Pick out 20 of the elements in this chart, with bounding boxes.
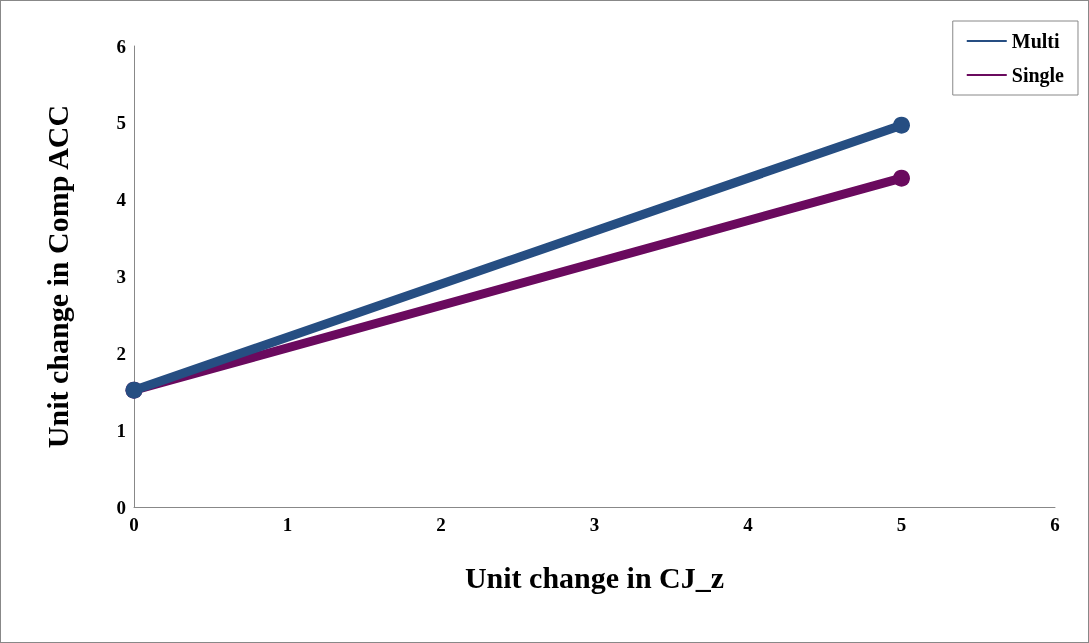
y-tick-label: 5 — [116, 112, 126, 134]
point — [893, 169, 910, 187]
x-tick-label: 3 — [589, 514, 600, 535]
x-tick-label: 5 — [896, 514, 907, 535]
y-tick-label: 4 — [116, 189, 127, 211]
x-tick-label: 1 — [282, 514, 293, 535]
point — [893, 116, 910, 134]
y-tick-label: 2 — [116, 342, 126, 364]
x-tick-label: 4 — [743, 514, 754, 535]
y-axis-title: Unit change in Comp ACC — [40, 104, 74, 449]
y-tick-label: 6 — [116, 35, 126, 57]
y-tick-label: 3 — [116, 266, 126, 287]
y-tick-label: 1 — [116, 419, 126, 441]
x-tick-label: 0 — [129, 514, 139, 535]
legend-label: Multi — [1011, 30, 1060, 52]
x-axis-title: Unit change in CJ_z — [464, 560, 725, 594]
x-tick-label: 6 — [1050, 514, 1060, 535]
x-tick-label: 2 — [436, 514, 446, 535]
legend-label: Single — [1011, 64, 1065, 87]
y-tick-label: 0 — [116, 496, 126, 518]
